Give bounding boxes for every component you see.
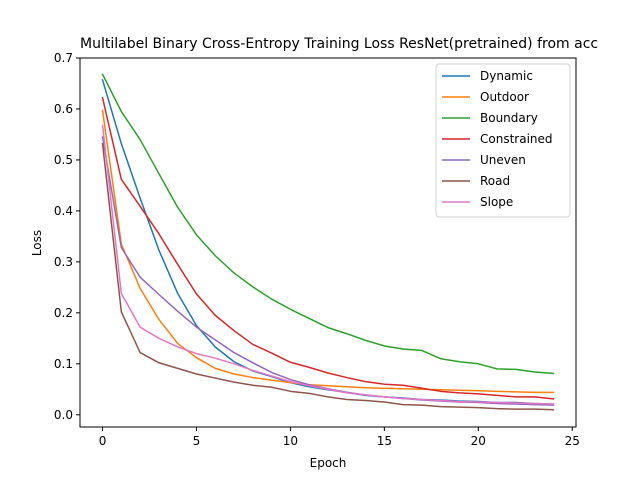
x-tick-label: 25 — [565, 434, 580, 448]
legend-items: Dynamic Outdoor Boundary Constrained Uneven R… — [442, 69, 553, 209]
y-tick-label: 0.0 — [54, 408, 73, 422]
series-layer — [101, 73, 555, 411]
x-tick-label: 0 — [99, 434, 107, 448]
legend-label-slope: Slope — [480, 195, 513, 209]
y-tick-label: 0.7 — [54, 51, 73, 65]
legend-label-road: Road — [480, 174, 510, 188]
y-tick-label: 0.4 — [54, 204, 73, 218]
legend-label-outdoor: Outdoor — [480, 90, 529, 104]
y-tick-label: 0.3 — [54, 255, 73, 269]
legend-label-uneven: Uneven — [480, 153, 526, 167]
x-tick-label: 20 — [471, 434, 486, 448]
y-axis-label: Loss — [30, 230, 44, 256]
series-line-boundary — [101, 73, 555, 375]
y-tick-label: 0.6 — [54, 102, 73, 116]
series-line-outdoor — [101, 109, 555, 394]
y-tick-label: 0.5 — [54, 153, 73, 167]
x-tick-label: 15 — [377, 434, 392, 448]
axes-frame — [79, 57, 577, 428]
plot-area: 0 5 10 15 20 25 0.0 0.1 0.2 0.3 0.4 0.5 0.6 0.7 — [54, 51, 580, 448]
y-tick-label: 0.2 — [54, 306, 73, 320]
legend-label-dynamic: Dynamic — [480, 69, 533, 83]
y-tick-label: 0.1 — [54, 357, 73, 371]
legend: Dynamic Outdoor Boundary Constrained Uneven R… — [435, 63, 571, 218]
series-line-slope — [101, 124, 555, 405]
chart-title: Multilabel Binary Cross-Entropy Training… — [80, 36, 598, 52]
ticks-layer: 0 5 10 15 20 25 0.0 0.1 0.2 0.3 0.4 0.5 0.6 0.7 — [54, 51, 580, 448]
series-line-road — [101, 142, 555, 411]
legend-label-boundary: Boundary — [480, 111, 538, 125]
x-tick-label: 10 — [283, 434, 298, 448]
x-tick-label: 5 — [193, 434, 201, 448]
x-axis-label: Epoch — [310, 456, 347, 470]
series-line-constrained — [101, 96, 555, 400]
legend-box — [435, 63, 571, 218]
legend-label-constrained: Constrained — [480, 132, 553, 146]
